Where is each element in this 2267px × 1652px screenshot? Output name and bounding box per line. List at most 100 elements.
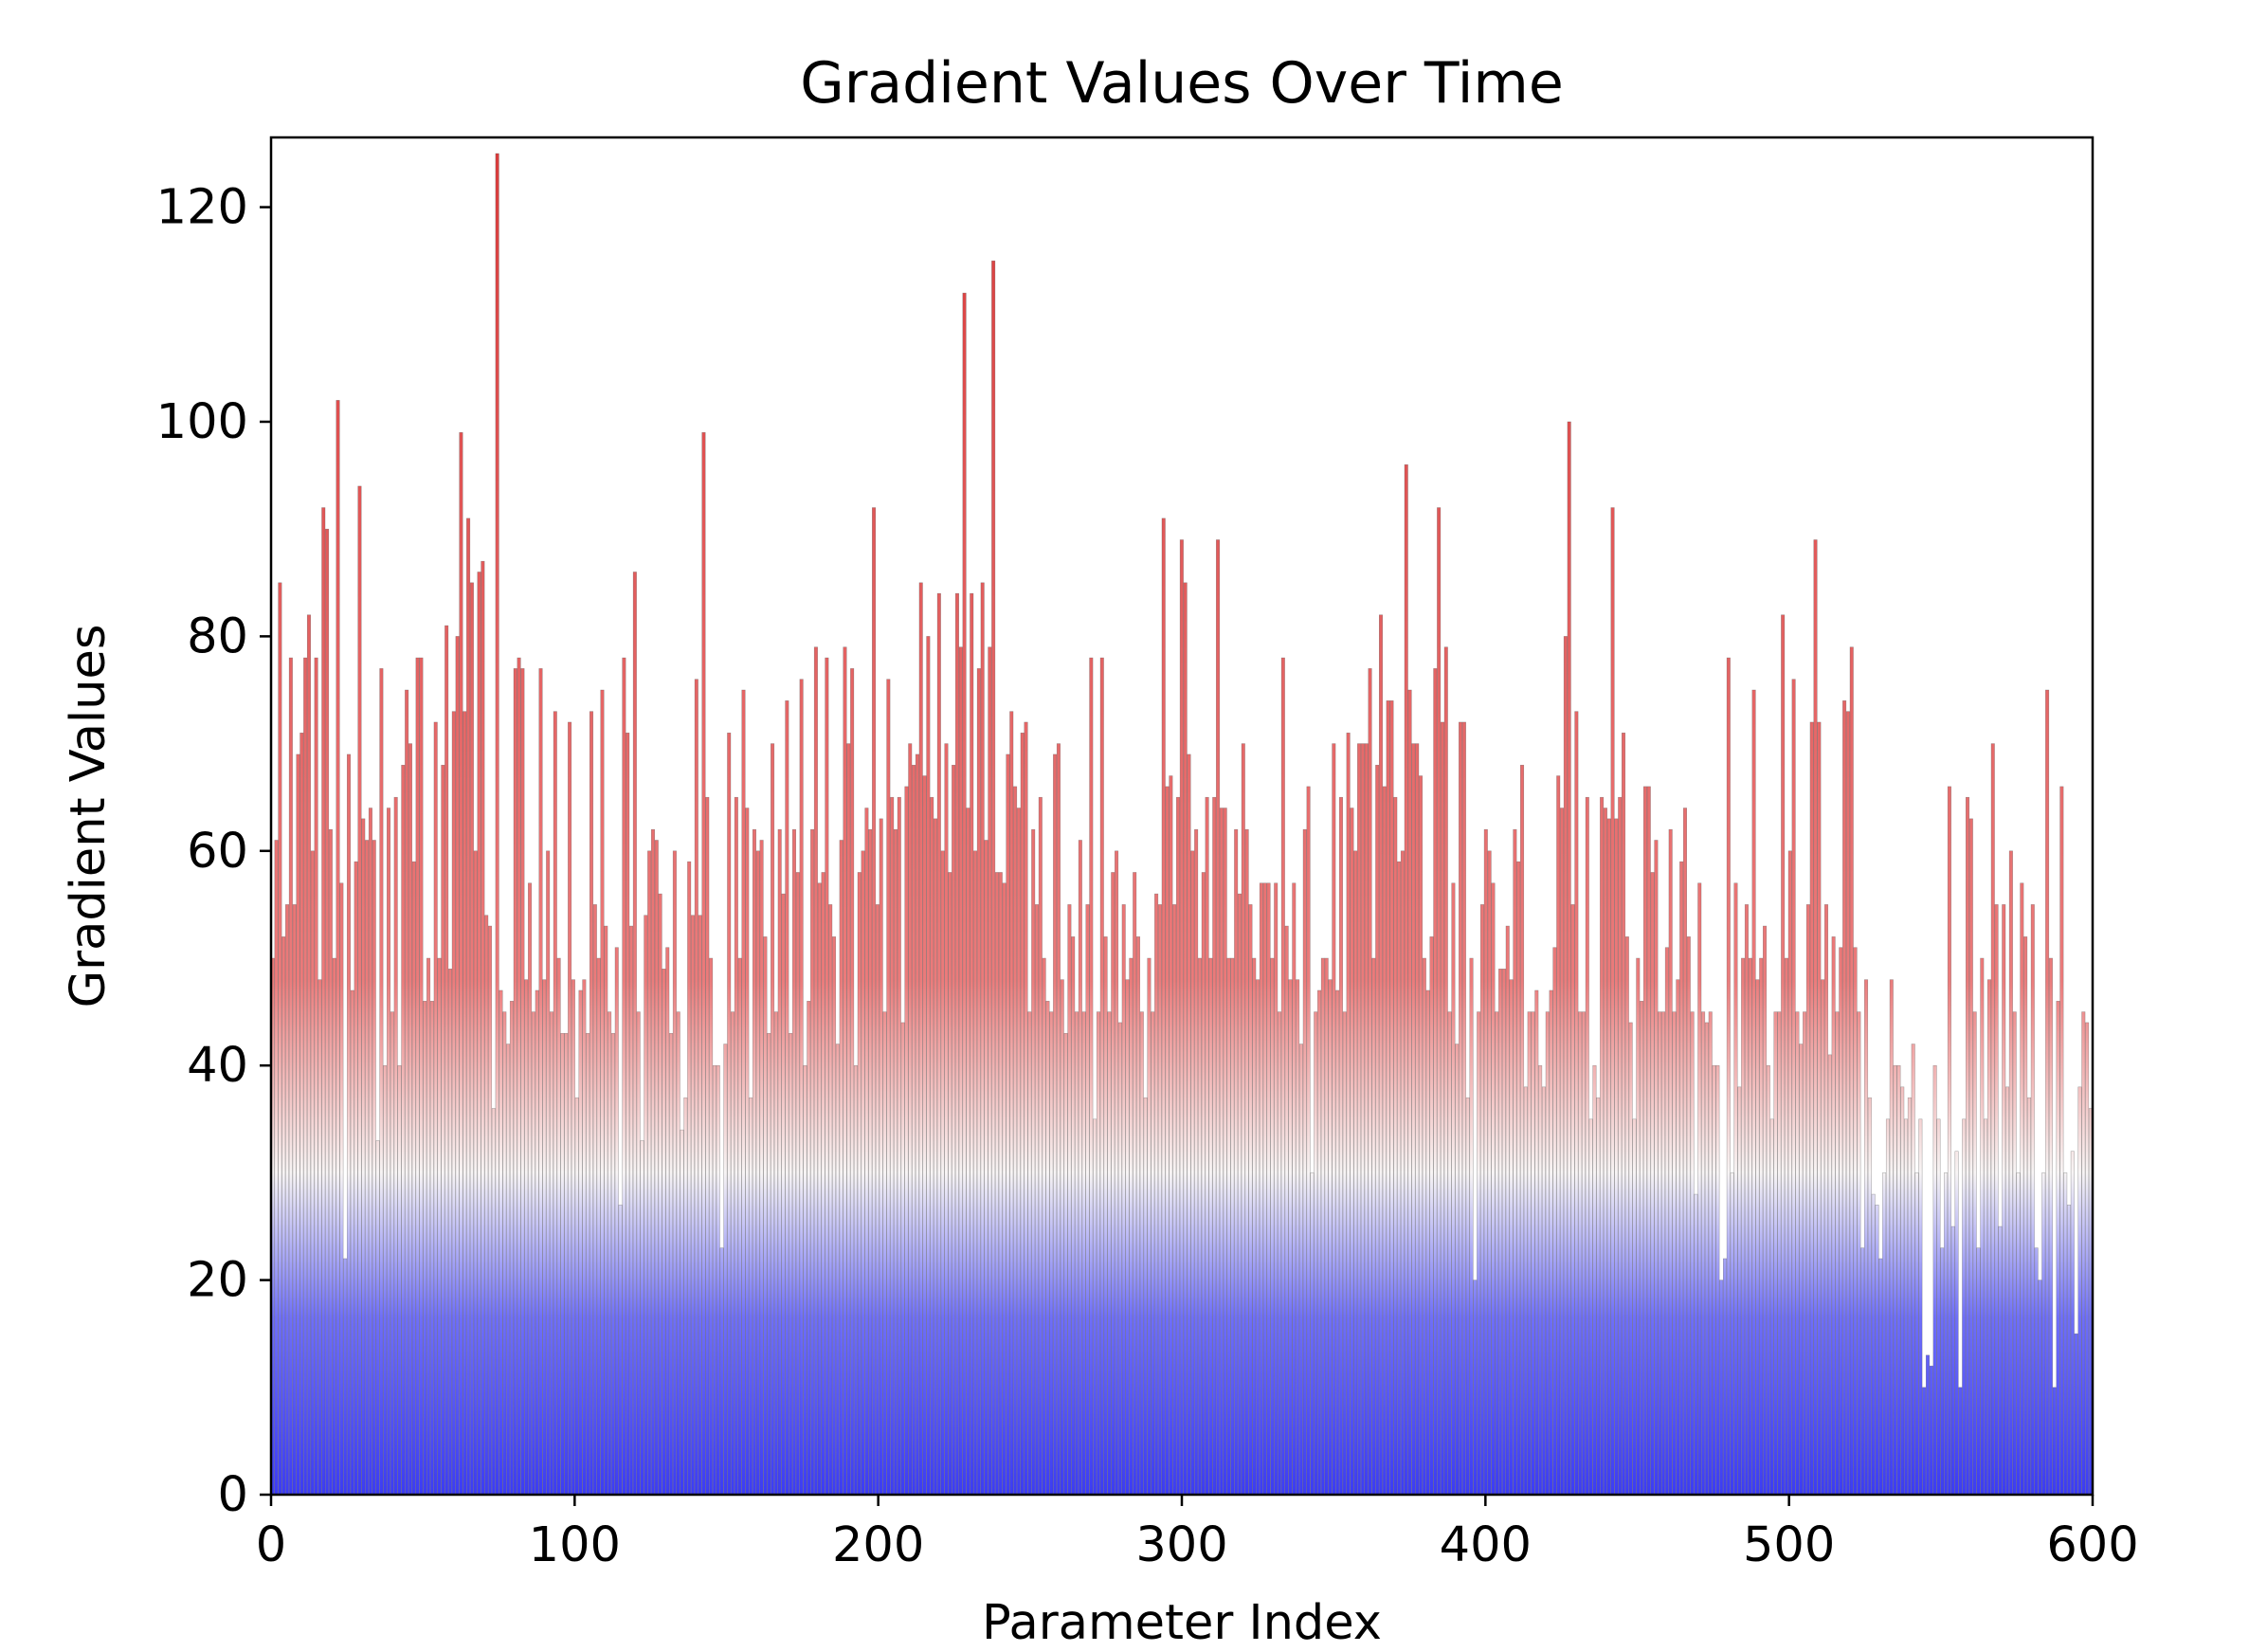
bar	[387, 808, 391, 1496]
bar	[930, 796, 934, 1496]
bar	[1849, 646, 1854, 1496]
bar	[1375, 764, 1380, 1496]
bar	[1805, 904, 1810, 1496]
bar	[1755, 979, 1760, 1496]
y-tick-label: 40	[187, 1038, 248, 1094]
bar	[502, 1011, 507, 1496]
bar	[535, 989, 539, 1496]
bar	[553, 711, 557, 1496]
bar	[1795, 1011, 1800, 1496]
bar	[1205, 796, 1209, 1496]
x-tick-label: 500	[1743, 1517, 1835, 1573]
bar	[488, 925, 493, 1496]
bar	[1885, 1118, 1890, 1496]
bar	[734, 796, 738, 1496]
bar	[350, 989, 354, 1496]
bar	[306, 614, 311, 1496]
bar	[1306, 786, 1311, 1496]
bar	[314, 657, 318, 1496]
bar	[1654, 840, 1659, 1496]
bar	[1936, 1118, 1941, 1496]
bar	[571, 979, 575, 1496]
bar	[1296, 979, 1300, 1496]
bar	[1827, 1054, 1832, 1496]
bar	[477, 572, 481, 1496]
bar	[2041, 1172, 2046, 1496]
bar	[538, 668, 543, 1496]
bar	[549, 1011, 553, 1496]
bar	[517, 657, 521, 1496]
bar	[948, 872, 952, 1496]
bar	[1278, 1011, 1282, 1496]
bar	[1769, 1118, 1774, 1496]
bar	[1208, 957, 1213, 1496]
bar	[462, 711, 467, 1496]
bar	[868, 828, 873, 1496]
bar	[1513, 828, 1517, 1496]
bar	[2048, 957, 2053, 1496]
bar	[2023, 936, 2028, 1496]
bar	[2052, 1387, 2057, 1496]
bar	[912, 764, 916, 1496]
bar	[1107, 1011, 1112, 1496]
bar	[426, 957, 431, 1496]
bar	[1650, 872, 1655, 1496]
bar	[1143, 1097, 1148, 1496]
bar	[1459, 721, 1463, 1496]
bar	[1600, 796, 1605, 1496]
bar	[1552, 947, 1557, 1496]
y-axis: 0 20 40 60 80 100 120	[156, 180, 271, 1523]
bar	[904, 786, 909, 1496]
bar	[900, 1022, 905, 1496]
bar	[690, 915, 696, 1496]
bar	[614, 947, 619, 1496]
bar	[1009, 711, 1014, 1496]
bar	[1201, 872, 1206, 1496]
x-axis: 0 100 200 300 400 500 600	[256, 1495, 2139, 1573]
bar	[701, 432, 706, 1496]
bar	[1686, 936, 1691, 1496]
bar	[1911, 1044, 1915, 1496]
bar	[339, 882, 344, 1496]
bar	[401, 764, 406, 1496]
bar	[1585, 796, 1589, 1496]
bar	[509, 1001, 514, 1496]
bar	[564, 1032, 569, 1496]
bar	[1763, 925, 1768, 1496]
bar	[1274, 882, 1279, 1496]
bar	[1882, 1172, 1887, 1496]
bar	[2034, 1247, 2039, 1496]
bar	[1766, 1064, 1770, 1496]
x-tick-label: 200	[832, 1517, 924, 1573]
bar	[451, 711, 456, 1496]
bar	[1730, 1172, 1734, 1496]
bar	[1371, 957, 1376, 1496]
bar	[994, 872, 999, 1496]
bar	[2077, 1086, 2082, 1496]
bar	[1125, 979, 1130, 1496]
bar	[1024, 721, 1028, 1496]
bar	[1925, 1354, 1930, 1496]
bar	[821, 872, 825, 1496]
bar	[1477, 1011, 1481, 1496]
bar	[1133, 872, 1137, 1496]
bar	[785, 700, 789, 1496]
bar	[281, 936, 286, 1496]
bar	[466, 517, 471, 1496]
bar	[791, 828, 796, 1496]
bar	[1038, 796, 1043, 1496]
bar	[1190, 850, 1195, 1496]
bar	[962, 292, 967, 1496]
bar	[1078, 840, 1082, 1496]
bar	[1661, 1011, 1666, 1496]
bar	[886, 679, 891, 1496]
bar	[473, 850, 478, 1496]
bar	[1622, 733, 1626, 1496]
bar	[879, 818, 883, 1496]
bar	[1393, 796, 1398, 1496]
bar	[303, 657, 308, 1496]
bar	[383, 1064, 388, 1496]
bar	[1541, 1086, 1546, 1496]
bar	[991, 260, 996, 1496]
bar	[1169, 775, 1173, 1496]
